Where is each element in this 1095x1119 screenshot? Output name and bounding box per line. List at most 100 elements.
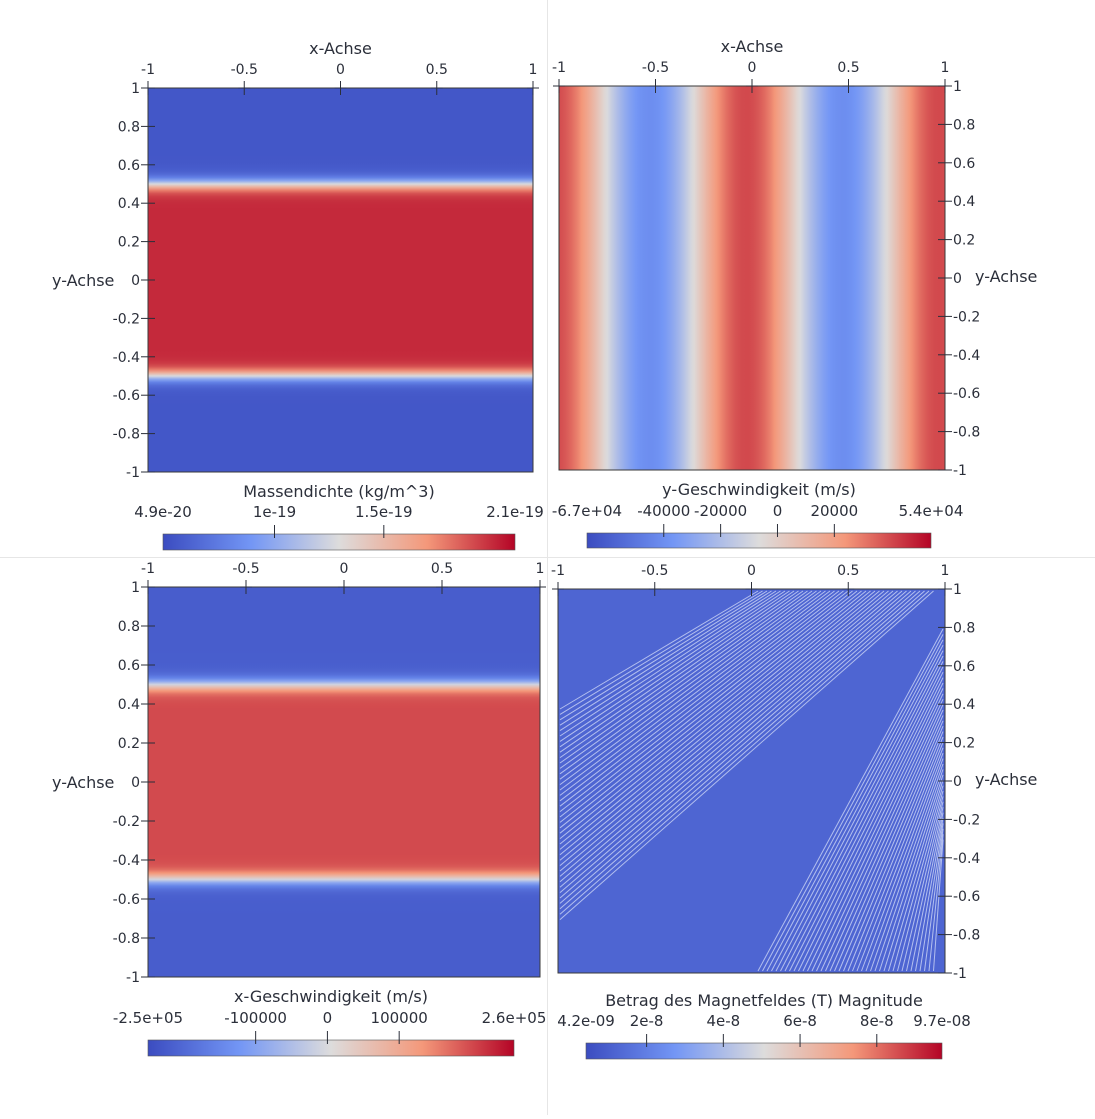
field-line <box>838 726 944 972</box>
field-line <box>559 590 849 818</box>
y-tick-label: -1 <box>953 966 967 982</box>
x-tick-label: -0.5 <box>642 60 669 76</box>
colorbar-tick-label: 2.1e-19 <box>486 503 544 521</box>
field-line <box>780 655 944 972</box>
y-tick-label: 0.8 <box>953 620 975 636</box>
field-line <box>559 590 826 791</box>
colorbar-tick-label: 6e-8 <box>783 1012 817 1030</box>
x-tick-label: -0.5 <box>232 561 259 577</box>
field-line <box>559 590 804 764</box>
y-tick-label: -0.8 <box>113 931 140 947</box>
field-line <box>559 590 844 812</box>
y-tick-label: -0.6 <box>953 889 980 905</box>
y-tick-label: 0.6 <box>118 158 140 174</box>
field-line <box>559 590 790 748</box>
field-line <box>883 780 944 972</box>
y-axis-label: y-Achse <box>52 773 114 792</box>
field-line <box>906 807 944 972</box>
colorbar-title: y-Geschwindigkeit (m/s) <box>662 480 856 499</box>
x-tick-label: 1 <box>941 60 950 76</box>
x-tick-label: 0 <box>336 62 345 78</box>
field-line <box>870 763 944 972</box>
x-tick-label: 1 <box>529 62 538 78</box>
x-tick-label: 0.5 <box>837 60 859 76</box>
y-tick-label: 1 <box>953 79 962 95</box>
field-line <box>559 590 876 850</box>
field-line-overlay <box>559 590 944 972</box>
y-tick-label: -0.2 <box>113 311 140 327</box>
x-tick-label: 1 <box>536 561 545 577</box>
field-line <box>559 590 813 775</box>
colorbar-tick-label: -40000 <box>637 502 690 520</box>
y-tick-label: -0.6 <box>953 386 980 402</box>
colorbar-tick-label: 8e-8 <box>860 1012 894 1030</box>
y-tick-label: 0.4 <box>118 697 140 713</box>
x-tick-label: 0 <box>747 563 756 579</box>
colorbar <box>586 532 932 549</box>
field-line <box>559 590 903 883</box>
y-tick-label: 0.6 <box>953 156 975 172</box>
colorbar-title: x-Geschwindigkeit (m/s) <box>234 987 428 1006</box>
colorbar-tick-label: 9.7e-08 <box>913 1012 971 1030</box>
field-line <box>879 774 944 972</box>
colorbar-tick-label: -6.7e+04 <box>552 502 622 520</box>
x-tick-label: 0 <box>748 60 757 76</box>
field-line <box>559 590 921 904</box>
x-tick-label: 0 <box>340 561 349 577</box>
x-tick-label: -1 <box>552 60 566 76</box>
colorbar-tick-label: 5.4e+04 <box>899 502 964 520</box>
field-line <box>559 590 777 732</box>
field-line <box>559 590 786 742</box>
y-tick-label: 0.6 <box>118 658 140 674</box>
y-tick-label: 0.2 <box>118 235 140 251</box>
y-axis-label: y-Achse <box>975 770 1037 789</box>
y-tick-label: -1 <box>126 970 140 986</box>
field-line <box>559 590 934 920</box>
field-line <box>901 801 944 972</box>
colorbar-tick-label: -100000 <box>224 1009 287 1027</box>
y-tick-label: 1 <box>131 580 140 596</box>
y-tick-label: 0.2 <box>118 736 140 752</box>
field-line <box>559 590 831 796</box>
field-line <box>559 590 862 834</box>
x-tick-label: -1 <box>141 62 155 78</box>
field-line <box>559 590 759 710</box>
field-line <box>847 736 944 972</box>
colorbar-tick-label: 2e-8 <box>630 1012 664 1030</box>
field-line <box>933 839 944 972</box>
x-tick-label: 1 <box>941 563 950 579</box>
field-line <box>852 742 944 972</box>
field-line <box>559 590 912 893</box>
field-line <box>559 590 795 753</box>
field-line <box>757 628 944 972</box>
field-line <box>802 682 944 972</box>
field-line <box>798 677 944 972</box>
field-line <box>559 590 916 899</box>
field-line <box>892 790 944 972</box>
field-line <box>910 812 944 972</box>
field-line <box>559 590 763 715</box>
field-line <box>559 590 907 888</box>
field-line <box>559 590 835 802</box>
colorbar-tick-label: 4.2e-09 <box>557 1012 615 1030</box>
field-line <box>559 590 840 807</box>
colorbar-tick-label: 100000 <box>371 1009 428 1027</box>
y-tick-label: -0.2 <box>953 309 980 325</box>
y-tick-label: -1 <box>126 465 140 481</box>
field-line <box>919 823 944 972</box>
field-line <box>811 693 944 972</box>
field-line <box>924 828 944 972</box>
field-line <box>834 720 944 972</box>
y-tick-label: -0.8 <box>113 427 140 443</box>
colorbar-tick-label: -2.5e+05 <box>113 1009 183 1027</box>
field-line <box>856 747 944 972</box>
colorbar-tick-label: 0 <box>323 1009 333 1027</box>
field-line <box>559 590 925 910</box>
colorbar-title: Betrag des Magnetfeldes (T) Magnitude <box>605 991 923 1010</box>
y-tick-label: -0.2 <box>113 814 140 830</box>
field-line <box>559 590 930 915</box>
y-tick-label: -0.6 <box>113 388 140 404</box>
field-line <box>865 758 944 972</box>
y-tick-label: 0 <box>131 775 140 791</box>
